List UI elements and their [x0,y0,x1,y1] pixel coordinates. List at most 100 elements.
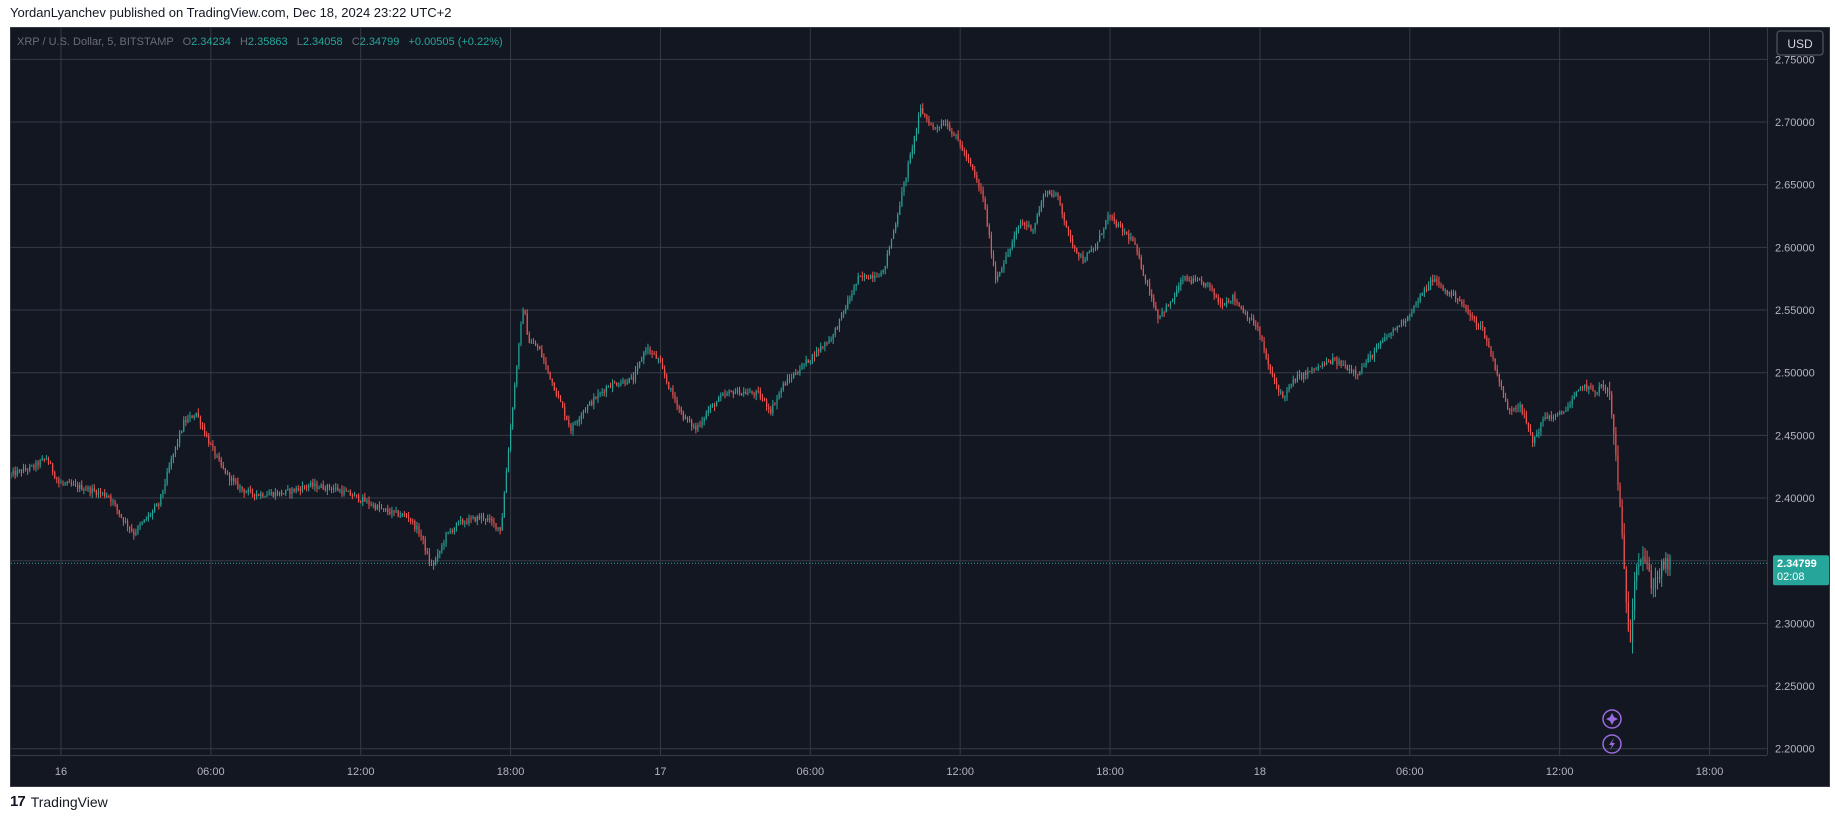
candle-body [1548,415,1550,419]
candle-body [507,449,510,472]
candle-body [1296,375,1299,382]
candle-body [751,391,753,394]
candle-body [1504,397,1507,402]
candle-body [1255,324,1257,327]
candle-body [855,283,857,287]
candle-body [1105,220,1107,229]
candle-body [1036,215,1038,224]
candle-body [643,352,645,360]
candle-body [570,425,572,431]
candle-body [980,187,982,191]
candle-body [1034,223,1036,230]
candle-body [572,423,574,431]
candle-body [553,382,555,391]
candle-body [35,462,37,468]
candle-body [1667,558,1669,570]
candle-body [522,310,524,325]
candle-body [874,276,876,278]
candle-body [226,472,229,474]
candle-body [380,508,383,510]
candle-body [1538,432,1540,435]
candle-body [351,495,353,497]
candle-body [868,278,870,280]
candle-body [328,484,331,489]
candle-body [164,483,166,491]
candle-body [1631,610,1634,642]
publish-info: YordanLyanchev published on TradingView.… [10,5,451,20]
candle-body [1467,309,1469,314]
candle-body [432,563,435,565]
candle-body [1617,454,1619,486]
candle-body [1294,379,1296,382]
time-tick-label: 06:00 [1396,766,1424,778]
candle-body [1444,290,1446,292]
candle-body [101,492,104,494]
candle-body [1040,202,1042,211]
candle-body [947,123,949,126]
candle-body [611,382,614,388]
candle-body [126,520,129,527]
candle-body [793,373,795,379]
candle-body [410,518,412,522]
candle-body [595,397,597,399]
candle-body [668,381,670,389]
candle-body [747,392,749,395]
candle-body [335,487,337,489]
candle-body [959,139,961,146]
candle-body [1371,355,1373,358]
candle-body [674,395,676,400]
candle-body [430,563,433,565]
candle-body [104,492,106,497]
candle-body [1511,410,1513,412]
candle-body [1007,253,1009,256]
candle-body [99,491,102,494]
candle-body [56,477,58,480]
price-chart[interactable]: 2.75000 2.70000 2.65000 2.60000 2.55000 2.500… [10,28,1829,786]
candle-body [759,391,761,399]
candle-body [64,483,66,485]
last-price-label: 2.34799 02:08 [1773,555,1829,586]
candle-body [1096,241,1099,249]
currency-button[interactable]: USD [1776,30,1824,56]
candle-body [1022,222,1024,224]
open-value: 2.34234 [191,36,231,48]
candle-body [397,510,399,517]
candle-body [630,377,632,379]
candle-body [1053,194,1055,197]
candle-body [1517,407,1519,409]
time-tick-label: 06:00 [197,766,225,778]
candle-body [343,490,345,495]
candle-body [1251,318,1253,320]
candle-body [607,386,610,388]
candle-body [1482,325,1484,328]
candle-body [474,517,476,522]
candle-body [12,470,14,474]
candle-body [247,489,249,493]
candle-body [1325,361,1328,365]
candle-body [593,397,595,405]
sparkle-icon[interactable] [1602,709,1622,729]
candle-body [237,481,239,489]
candle-body [905,177,907,183]
candle-body [1155,306,1157,311]
candle-body [666,375,668,382]
price-tick-label: 2.50000 [1775,368,1815,380]
candle-body [368,500,370,505]
candle-body [755,391,757,396]
lightning-icon[interactable] [1602,734,1622,754]
candle-body [399,515,401,517]
price-axis[interactable]: 2.75000 2.70000 2.65000 2.60000 2.55000 2.500… [1775,54,1815,755]
candle-body [1234,295,1236,302]
candle-body [16,470,18,476]
candle-body [805,359,807,365]
candle-body [1665,558,1667,569]
candle-body [836,328,838,330]
candle-body [355,494,358,496]
candle-body [503,493,505,518]
candle-body [811,354,813,361]
candle-body [1390,332,1392,336]
candle-body [580,414,582,420]
time-axis[interactable]: 16 06:00 12:00 18:00 17 06:00 12:00 18:00 18 06:0… [55,766,1723,778]
chart-panel[interactable]: 2.75000 2.70000 2.65000 2.60000 2.55000 2.500… [10,27,1830,787]
candle-body [526,313,528,335]
